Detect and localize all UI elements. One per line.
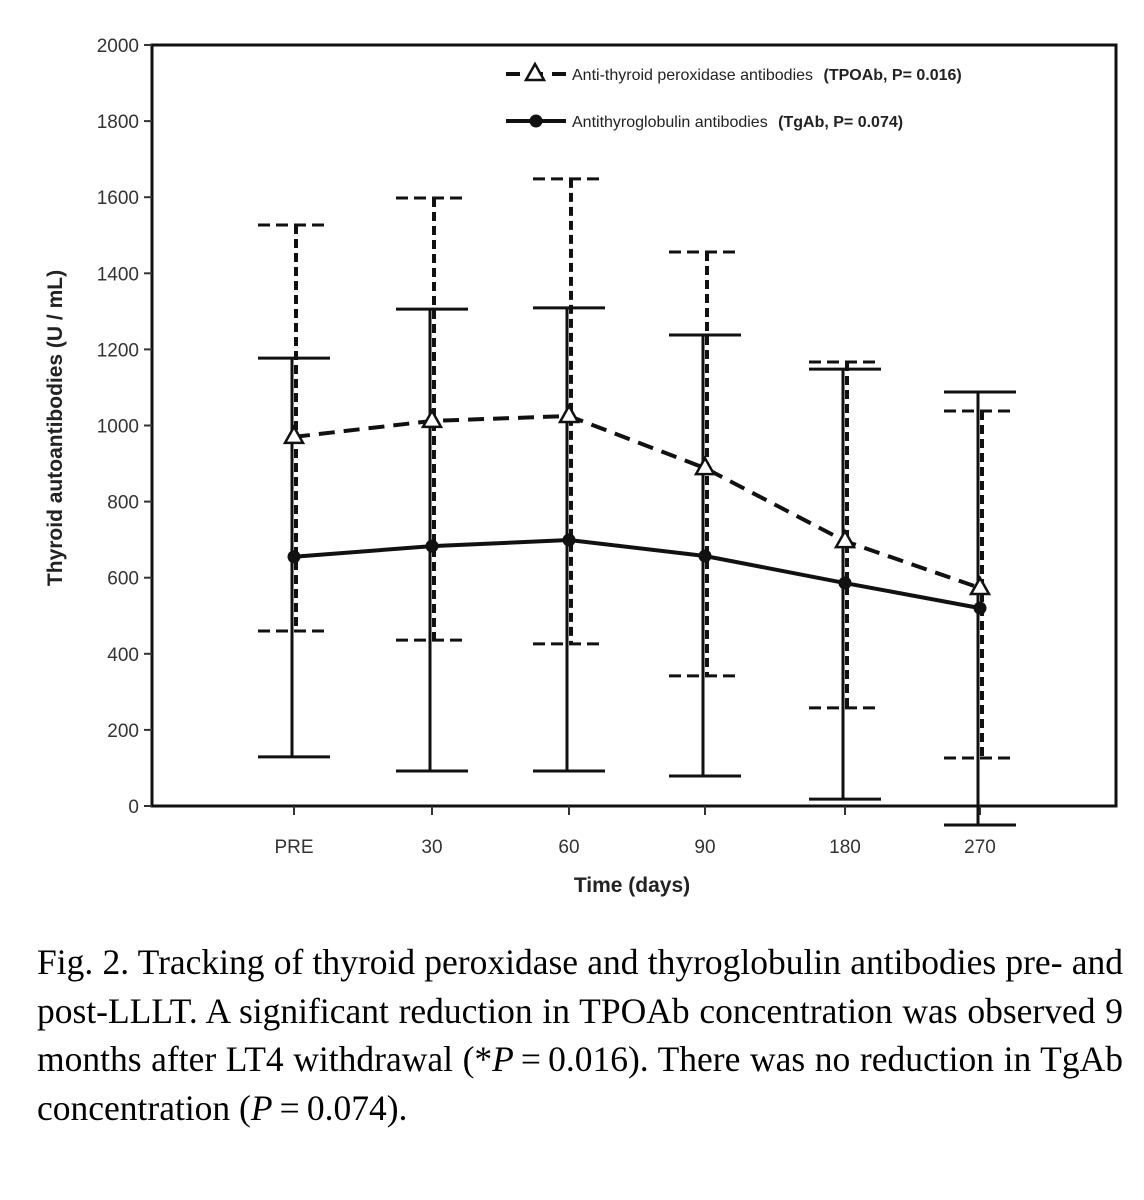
tpoab-marker bbox=[557, 403, 581, 424]
legend-series-name: Anti-thyroid peroxidase antibodies bbox=[572, 67, 817, 84]
caption-p-var-1: P bbox=[492, 1039, 514, 1079]
tgab-marker bbox=[698, 549, 712, 563]
x-axis: PRE 30 60 90 180 270 bbox=[274, 806, 996, 858]
y-tick-label: 1600 bbox=[97, 188, 139, 209]
figure-caption: Fig. 2. Tracking of thyroid peroxidase a… bbox=[37, 938, 1123, 1132]
tpoab-legend-marker bbox=[523, 61, 547, 82]
y-tick-label: 2000 bbox=[97, 36, 139, 57]
chart: 0 200 400 600 800 1000 1200 1400 1600 1800 2000 PR… bbox=[44, 36, 1118, 897]
tpoab-marker bbox=[420, 408, 444, 429]
x-tick-label: 270 bbox=[964, 837, 996, 858]
tgab-marker bbox=[425, 539, 439, 553]
tgab-legend-label: Antithyroglobulin antibodies (TgAb, P= 0… bbox=[572, 114, 903, 131]
x-tick-label: 60 bbox=[558, 837, 579, 858]
caption-p-var-2: P bbox=[250, 1087, 273, 1128]
caption-lead: Fig. 2. Tracking of thyroid peroxidase a… bbox=[37, 942, 1123, 1079]
x-axis-title: Time (days) bbox=[574, 874, 690, 897]
caption-p-value-1: = 0.016). There was no reduction in TgAb… bbox=[37, 1039, 1123, 1128]
y-axis-title: Thyroid autoantibodies (U / mL) bbox=[44, 270, 67, 586]
tpoab-legend-label: Anti-thyroid peroxidase antibodies (TPOA… bbox=[572, 67, 962, 84]
tgab-series-line bbox=[293, 538, 981, 611]
markers bbox=[282, 403, 992, 615]
legend-series-stat: (TPOAb, P= 0.016) bbox=[823, 67, 961, 84]
legend-series-name: Antithyroglobulin antibodies bbox=[572, 114, 772, 131]
y-axis: 0 200 400 600 800 1000 1200 1400 1600 1800 2000 bbox=[97, 36, 152, 818]
tgab-marker bbox=[838, 576, 852, 590]
x-tick-label: 30 bbox=[421, 837, 442, 858]
tgab-marker bbox=[562, 533, 576, 547]
tpoab-series-line bbox=[293, 413, 981, 590]
tpoab-marker bbox=[282, 424, 306, 445]
tgab-marker bbox=[287, 550, 301, 564]
error-bars bbox=[258, 177, 1016, 827]
y-tick-label: 1800 bbox=[97, 112, 139, 133]
legend-series-stat: (TgAb, P= 0.074) bbox=[778, 114, 903, 131]
y-tick-label: 1400 bbox=[97, 264, 139, 285]
y-tick-label: 800 bbox=[107, 493, 139, 514]
caption-p-value-2: = 0.074). bbox=[272, 1087, 408, 1128]
y-tick-label: 1000 bbox=[97, 417, 139, 438]
tpoab-marker bbox=[693, 455, 717, 476]
x-tick-label: PRE bbox=[274, 837, 313, 858]
y-tick-label: 0 bbox=[128, 797, 139, 818]
y-tick-label: 400 bbox=[107, 645, 139, 666]
x-tick-label: 180 bbox=[829, 837, 861, 858]
series-lines bbox=[293, 413, 981, 611]
y-tick-label: 600 bbox=[107, 569, 139, 590]
tpoab-marker bbox=[968, 575, 992, 596]
tpoab-marker bbox=[833, 528, 857, 549]
tgab-legend-marker bbox=[529, 114, 543, 128]
y-tick-label: 200 bbox=[107, 721, 139, 742]
tgab-marker bbox=[973, 601, 987, 615]
x-tick-label: 90 bbox=[694, 837, 715, 858]
y-tick-label: 1200 bbox=[97, 340, 139, 361]
legend: Anti-thyroid peroxidase antibodies (TPOA… bbox=[506, 61, 962, 131]
